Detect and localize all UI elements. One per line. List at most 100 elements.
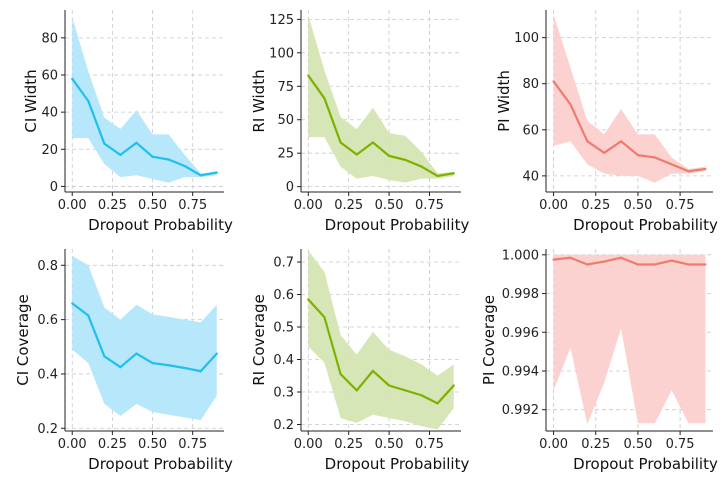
data-point [387,154,391,157]
x-tick-label: 0.00 [58,198,87,213]
data-point [199,370,202,373]
y-tick-label: 0.2 [37,422,58,437]
data-point [167,158,170,161]
data-point [420,165,423,168]
data-point [371,141,375,144]
y-tick-label: 0.4 [37,367,58,382]
series-line [553,256,706,266]
chart-panel-1: 0.00 0.25 0.50 0.75 0 20 40 60 80 Dropout Probabi… [22,10,233,234]
y-axis-label: CI Width [22,69,40,132]
y-tick-label: 0.998 [502,287,539,302]
y-tick-label: 100 [269,46,294,61]
data-point [183,164,186,168]
x-axis-label: Dropout Probability [573,455,718,473]
y-tick-label: 0.2 [273,418,294,433]
data-point [670,163,673,166]
data-point [339,141,342,144]
data-point [404,158,407,161]
y-tick-label: 0.6 [37,313,58,328]
x-tick-label: 0.75 [415,198,444,213]
confidence-band [553,254,706,425]
y-tick-label: 25 [277,147,294,162]
data-point [355,153,358,156]
data-point [119,153,122,156]
y-tick-label: 0 [50,180,58,195]
y-tick-label: 0.8 [37,259,58,274]
data-point [371,369,375,372]
x-tick-label: 0.25 [98,198,127,213]
y-tick-label: 75 [277,80,294,95]
data-point [653,156,656,159]
data-point [87,99,90,103]
y-tick-label: 80 [41,31,58,46]
x-axis-label: Dropout Probability [573,216,718,234]
series-line [307,298,455,405]
y-tick-label: 40 [41,106,58,121]
x-tick-label: 0.00 [539,198,568,213]
data-point [586,140,589,143]
data-point [704,167,707,171]
x-tick-label: 0.25 [581,437,610,452]
data-point [87,314,90,317]
x-tick-label: 0.25 [581,198,610,213]
series-line [71,302,218,373]
y-tick-label: 80 [522,77,539,92]
data-point [387,384,391,387]
data-point [636,263,640,266]
data-point [339,373,342,376]
data-point [670,259,673,262]
data-point [183,366,186,370]
data-point [135,141,138,144]
data-point [103,142,106,145]
series-line [552,80,706,173]
data-point [569,256,572,259]
x-tick-label: 0.75 [178,198,207,213]
data-point [215,352,218,355]
data-point [586,263,589,266]
data-point [569,103,572,106]
data-point [307,298,310,301]
x-axis-label: Dropout Probability [88,216,233,234]
series-line [71,78,217,177]
y-axis-label: RI Coverage [250,294,268,385]
y-tick-label: 60 [41,69,58,84]
y-tick-label: 0.6 [273,288,294,303]
y-axis-label: CI Coverage [14,294,32,386]
data-point [636,154,640,157]
data-point [71,77,74,80]
y-tick-label: 0.994 [502,364,539,379]
x-tick-label: 0.75 [415,437,444,452]
x-tick-label: 0.25 [334,198,363,213]
data-point [199,174,202,177]
data-point [71,302,74,305]
y-tick-label: 0.4 [273,353,294,368]
x-tick-label: 0.50 [375,437,404,452]
chart-panel-5: 0.00 0.25 0.50 0.75 0.2 0.3 0.4 0.5 0.6 0.7 Dropou… [250,249,469,473]
x-axis-label: Dropout Probability [325,216,470,234]
data-point [552,258,555,261]
data-point [355,389,358,392]
x-axis-label: Dropout Probability [325,455,470,473]
y-tick-label: 125 [269,13,294,28]
y-tick-label: 0.3 [273,386,294,401]
data-point [323,97,326,100]
y-axis-label: PI Coverage [480,295,498,385]
x-tick-label: 0.50 [375,198,404,213]
y-tick-label: 0.996 [502,326,539,341]
y-tick-label: 0.5 [273,321,294,336]
data-point [436,174,439,178]
data-point [151,361,154,365]
x-tick-label: 0.00 [294,437,323,452]
data-point [619,256,623,259]
data-point [603,260,606,263]
data-point [552,80,555,83]
data-point [404,389,407,392]
y-tick-label: 1.000 [502,248,539,263]
y-tick-label: 40 [522,169,539,184]
y-tick-label: 20 [41,143,58,158]
x-tick-label: 0.00 [539,437,568,452]
x-tick-label: 0.75 [666,437,695,452]
data-point [653,263,656,266]
data-point [151,155,154,158]
